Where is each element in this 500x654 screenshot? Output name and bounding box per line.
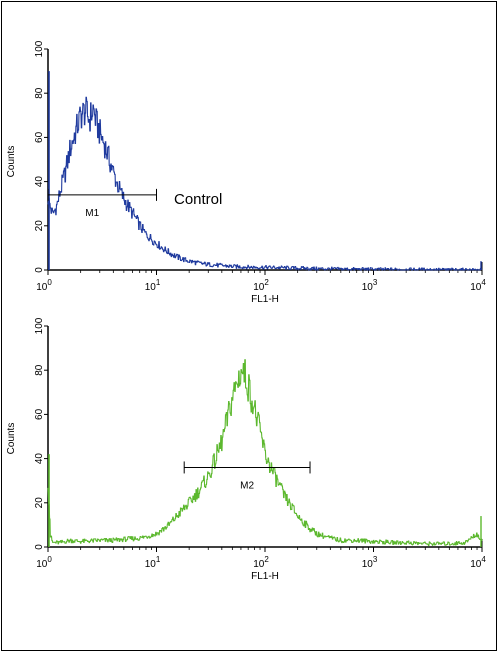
x-tick-label: 102 bbox=[253, 278, 269, 293]
x-tick-label: 100 bbox=[36, 555, 52, 570]
histogram-trace bbox=[47, 96, 483, 271]
y-axis-label: Counts bbox=[6, 423, 17, 455]
y-tick-label: 40 bbox=[34, 176, 45, 188]
top-histogram: 0 20 40 60 80 100 100 101 102 103 104 FL1-H Counts M1… bbox=[6, 40, 486, 305]
x-axis-label: FL1-H bbox=[251, 571, 279, 582]
x-tick-label: 101 bbox=[145, 555, 161, 570]
annotation-label: Control bbox=[174, 191, 222, 208]
y-tick-label: 40 bbox=[34, 453, 45, 465]
y-tick-label: 100 bbox=[34, 317, 45, 334]
y-tick-label: 60 bbox=[34, 131, 45, 143]
histogram-trace bbox=[47, 359, 483, 547]
y-tick-label: 60 bbox=[34, 408, 45, 420]
y-tick-label: 0 bbox=[34, 544, 45, 550]
x-tick-label: 104 bbox=[470, 555, 486, 570]
x-tick-label: 104 bbox=[470, 278, 486, 293]
y-tick-label: 100 bbox=[34, 40, 45, 57]
x-tick-label: 102 bbox=[253, 555, 269, 570]
gate-label: M2 bbox=[240, 480, 254, 491]
x-tick-label: 103 bbox=[362, 278, 378, 293]
y-tick-label: 80 bbox=[34, 87, 45, 99]
x-axis-label: FL1-H bbox=[251, 294, 279, 305]
x-tick-label: 100 bbox=[36, 278, 52, 293]
y-tick-label: 0 bbox=[34, 267, 45, 273]
bottom-histogram: 0 20 40 60 80 100 100 101 102 103 104 FL1-H Counts M2 bbox=[6, 317, 486, 582]
x-tick-label: 101 bbox=[145, 278, 161, 293]
gate-label: M1 bbox=[85, 208, 99, 219]
y-tick-label: 20 bbox=[34, 497, 45, 509]
y-tick-label: 80 bbox=[34, 364, 45, 376]
y-tick-label: 20 bbox=[34, 220, 45, 232]
x-tick-label: 103 bbox=[362, 555, 378, 570]
y-axis-label: Counts bbox=[6, 146, 17, 178]
